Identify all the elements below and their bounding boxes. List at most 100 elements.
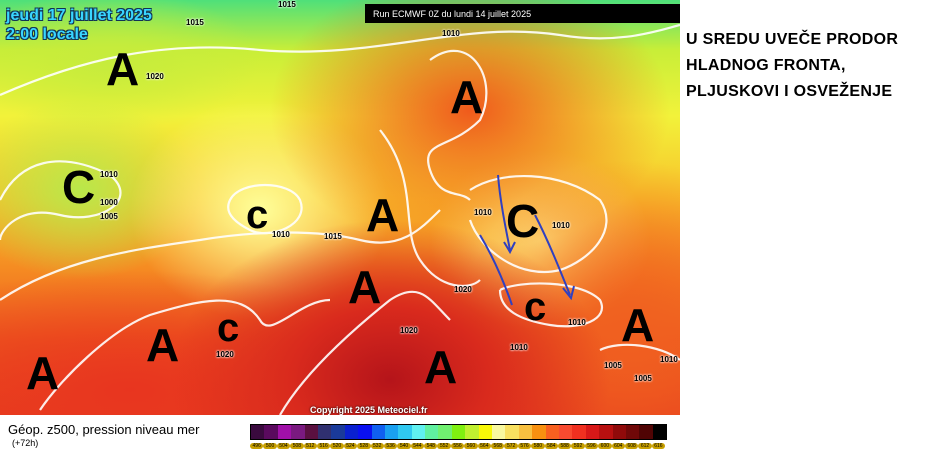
scale-swatch [251, 425, 265, 439]
scale-swatch [411, 425, 426, 439]
scale-swatch [371, 425, 385, 439]
legend-subtitle: (+72h) [12, 438, 39, 448]
isobar-label: 1020 [400, 326, 418, 335]
scale-swatch [451, 425, 466, 439]
high-pressure-marker: A [366, 189, 400, 241]
isobar-label: 1020 [146, 72, 164, 81]
scale-tick: 616 [651, 443, 666, 449]
scale-swatch [344, 425, 359, 439]
scale-swatch [291, 425, 305, 439]
isobar-label: 1020 [454, 285, 472, 294]
scale-tick: 552 [437, 443, 451, 449]
scale-tick: 536 [383, 443, 398, 449]
high-pressure-marker: A [450, 71, 484, 123]
color-scale-ticks: 496 500 504 508 512 516 520 524 528 532 536 540 544 5… [250, 443, 666, 449]
scale-tick: 564 [477, 443, 492, 449]
isobar-label: 1005 [604, 361, 622, 370]
scale-swatch [264, 425, 278, 439]
scale-tick: 532 [370, 443, 384, 449]
date-text: jeudi 17 juillet 2025 [6, 7, 152, 24]
legend-title: Géop. z500, pression niveau mer [8, 422, 200, 437]
isobar-label: 1010 [660, 355, 678, 364]
scale-tick: 608 [624, 443, 639, 449]
scale-tick: 560 [464, 443, 478, 449]
scale-tick: 528 [357, 443, 371, 449]
scale-tick: 584 [544, 443, 558, 449]
low-pressure-marker: C [506, 195, 540, 247]
time-text: 2:00 locale [6, 26, 88, 43]
scale-tick: 612 [638, 443, 652, 449]
scale-tick: 572 [504, 443, 518, 449]
isobar-label: 1005 [100, 212, 118, 221]
scale-swatch [532, 425, 546, 439]
scale-tick: 508 [290, 443, 304, 449]
scale-swatch [425, 425, 439, 439]
isobar-label: 1015 [186, 18, 204, 27]
scale-swatch [639, 425, 653, 439]
scale-swatch [625, 425, 640, 439]
caption-text: U SREDU UVEČE PRODOR HLADNOG FRONTA, PLJ… [686, 31, 899, 100]
high-pressure-marker: A [348, 261, 382, 313]
isobar-label: 1020 [216, 350, 234, 359]
isobar-label: 1010 [568, 318, 586, 327]
scale-tick: 496 [250, 443, 264, 449]
isobar-label: 1010 [552, 221, 570, 230]
scale-tick: 516 [316, 443, 331, 449]
isobar-label: 1000 [100, 198, 118, 207]
scale-swatch [478, 425, 493, 439]
scale-tick: 540 [397, 443, 411, 449]
scale-swatch [572, 425, 586, 439]
scale-swatch [492, 425, 506, 439]
scale-tick: 596 [584, 443, 599, 449]
scale-swatch [558, 425, 573, 439]
isobar-lines [479, 174, 575, 306]
isobar-label: 1005 [634, 374, 652, 383]
scale-swatch [599, 425, 613, 439]
scale-tick: 600 [598, 443, 612, 449]
low-pressure-marker: c [246, 193, 269, 237]
scale-tick: 576 [517, 443, 532, 449]
weather-map: jeudi 17 juillet 2025 2:00 locale Run ECM… [0, 0, 680, 415]
isobar-label: 1010 [100, 170, 118, 179]
scale-swatch [612, 425, 626, 439]
copyright: Copyright 2025 Meteociel.fr [310, 405, 428, 415]
scale-tick: 548 [424, 443, 438, 449]
isobar-label: 1015 [324, 232, 342, 241]
scale-tick: 580 [531, 443, 545, 449]
forecast-date: jeudi 17 juillet 2025 2:00 locale [6, 6, 152, 44]
isobar-label: 1015 [278, 0, 296, 9]
model-run-banner: Run ECMWF 0Z du lundi 14 juillet 2025 [365, 4, 680, 23]
scale-swatch [518, 425, 533, 439]
scale-swatch [331, 425, 345, 439]
low-pressure-marker: C [62, 161, 96, 213]
low-pressure-marker: c [217, 306, 240, 350]
high-pressure-marker: A [26, 347, 60, 399]
scale-tick: 500 [263, 443, 277, 449]
high-pressure-marker: A [146, 319, 180, 371]
scale-swatch [438, 425, 452, 439]
scale-swatch [304, 425, 318, 439]
scale-swatch [545, 425, 559, 439]
scale-tick: 556 [450, 443, 465, 449]
color-scale [250, 424, 668, 440]
high-pressure-marker: A [106, 43, 140, 95]
scale-swatch [398, 425, 412, 439]
scale-tick: 592 [571, 443, 585, 449]
low-pressure-marker: c [524, 285, 547, 329]
isobar-label: 1010 [272, 230, 290, 239]
scale-swatch [384, 425, 399, 439]
scale-swatch [585, 425, 600, 439]
scale-tick: 504 [276, 443, 291, 449]
scale-swatch [465, 425, 479, 439]
isobar-label: 1010 [474, 208, 492, 217]
scale-tick: 588 [557, 443, 572, 449]
isobar-label: 1010 [510, 343, 528, 352]
high-pressure-marker: A [424, 341, 458, 393]
scale-swatch [358, 425, 372, 439]
scale-tick: 604 [611, 443, 625, 449]
high-pressure-marker: A [621, 299, 655, 351]
scale-tick: 568 [491, 443, 505, 449]
scale-tick: 544 [410, 443, 425, 449]
scale-tick: 512 [303, 443, 317, 449]
isobar-label: 1010 [442, 29, 460, 38]
